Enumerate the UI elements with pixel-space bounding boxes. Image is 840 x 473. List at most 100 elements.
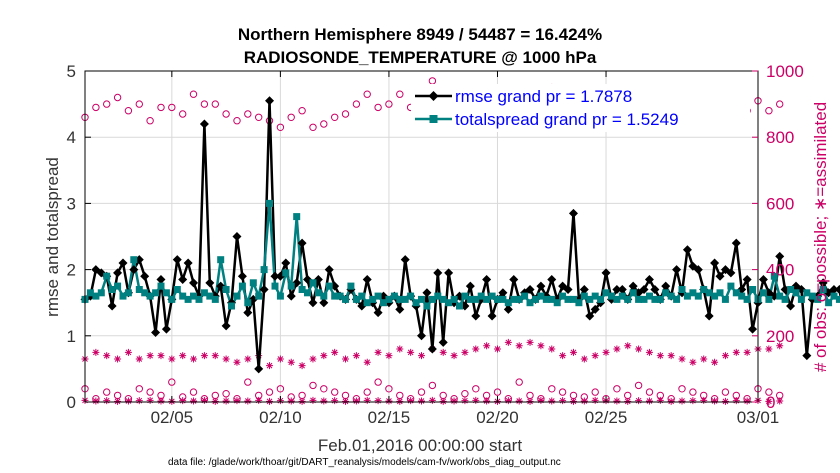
assimilated-high-marker <box>493 345 501 353</box>
assimilated-high-marker <box>776 342 784 350</box>
rmse-marker <box>373 308 383 318</box>
assimilated-low-marker <box>418 397 425 405</box>
x-axis-label: Feb.01,2016 00:00:00 start <box>318 436 522 455</box>
assimilated-high-marker <box>211 352 219 360</box>
assimilated-high-marker <box>504 338 512 346</box>
y2-tick-label: 0 <box>766 393 775 412</box>
possible-high-marker <box>363 90 371 98</box>
rmse-marker <box>742 275 752 285</box>
rmse-marker <box>417 331 426 341</box>
spread-marker <box>608 292 615 300</box>
assimilated-low-marker <box>613 397 621 405</box>
spread-marker <box>233 292 241 300</box>
possible-high-marker <box>776 100 784 108</box>
possible-low-marker <box>624 391 632 400</box>
possible-high-marker <box>222 110 230 118</box>
possible-high-marker <box>341 110 350 118</box>
possible-high-marker <box>374 103 382 112</box>
rmse-marker <box>161 324 171 334</box>
rmse-marker <box>487 311 497 321</box>
assimilated-high-marker <box>732 348 740 356</box>
spread-marker <box>510 295 518 303</box>
spread-marker <box>618 292 626 300</box>
spread-marker <box>152 289 160 297</box>
assimilated-low-marker <box>548 397 556 405</box>
assimilated-high-marker <box>418 352 425 360</box>
possible-high-marker <box>233 117 241 125</box>
spread-marker <box>613 295 621 303</box>
spread-marker <box>456 302 463 310</box>
spread-marker <box>168 295 176 303</box>
possible-low-marker <box>721 388 730 396</box>
spread-marker <box>629 289 637 297</box>
possible-low-marker <box>439 391 447 400</box>
rmse-marker <box>324 265 334 275</box>
assimilated-low-marker <box>504 397 512 405</box>
spread-marker <box>559 292 567 300</box>
spread-marker <box>532 295 539 303</box>
spread-marker <box>124 289 132 297</box>
assimilated-high-marker <box>124 348 132 356</box>
rmse-marker <box>362 275 372 285</box>
spread-marker <box>206 292 214 300</box>
spread-marker <box>504 299 512 307</box>
spread-marker <box>434 292 442 300</box>
assimilated-high-marker <box>656 352 664 360</box>
y-tick-label: 5 <box>67 62 76 81</box>
assimilated-high-marker <box>624 342 632 350</box>
assimilated-high-marker <box>342 355 350 363</box>
rmse-marker <box>775 251 785 261</box>
spread-marker <box>586 295 594 303</box>
assimilated-high-marker <box>179 352 187 360</box>
rmse-marker <box>438 337 448 347</box>
rmse-marker <box>151 327 161 337</box>
possible-low-marker <box>135 385 144 393</box>
assimilated-high-marker <box>266 362 274 370</box>
assimilated-low-marker <box>103 397 111 405</box>
rmse-marker <box>308 298 318 308</box>
spread-marker <box>830 292 838 300</box>
spread-marker <box>673 295 681 303</box>
spread-marker <box>624 295 632 303</box>
spread-marker <box>662 289 670 297</box>
possible-high-marker <box>765 107 773 115</box>
rmse-marker <box>259 284 269 294</box>
spread-marker <box>597 295 605 303</box>
assimilated-high-marker <box>222 355 230 363</box>
spread-marker <box>108 286 116 293</box>
rmse-marker <box>129 265 139 275</box>
spread-marker <box>390 292 398 300</box>
spread-marker <box>711 292 719 300</box>
possible-high-marker <box>135 100 144 108</box>
possible-low-marker <box>428 381 437 390</box>
possible-low-marker <box>678 385 686 393</box>
spread-marker <box>548 295 556 303</box>
assimilated-low-marker <box>743 397 751 405</box>
assimilated-high-marker <box>363 358 371 366</box>
spread-marker <box>331 292 339 300</box>
spread-marker <box>103 272 111 280</box>
spread-marker <box>602 289 610 297</box>
assimilated-high-marker <box>114 355 122 363</box>
rmse-marker <box>568 208 578 218</box>
spread-marker <box>494 295 501 303</box>
assimilated-low-marker <box>700 396 708 404</box>
assimilated-high-marker <box>374 348 382 356</box>
possible-high-marker <box>298 107 306 115</box>
y-tick-label: 4 <box>67 128 76 147</box>
assimilated-high-marker <box>298 362 306 370</box>
assimilated-low-marker <box>146 396 154 404</box>
spread-marker <box>249 279 257 287</box>
assimilated-low-marker <box>667 397 675 405</box>
rmse-marker <box>183 258 193 268</box>
assimilated-high-marker <box>678 355 686 363</box>
possible-high-marker <box>168 103 176 112</box>
assimilated-low-marker <box>472 396 480 404</box>
possible-low-marker <box>298 391 306 400</box>
rmse-line <box>84 99 840 371</box>
possible-low-marker <box>168 378 176 386</box>
spread-marker <box>656 295 664 303</box>
spread-marker <box>385 295 393 303</box>
assimilated-low-marker <box>342 397 350 405</box>
